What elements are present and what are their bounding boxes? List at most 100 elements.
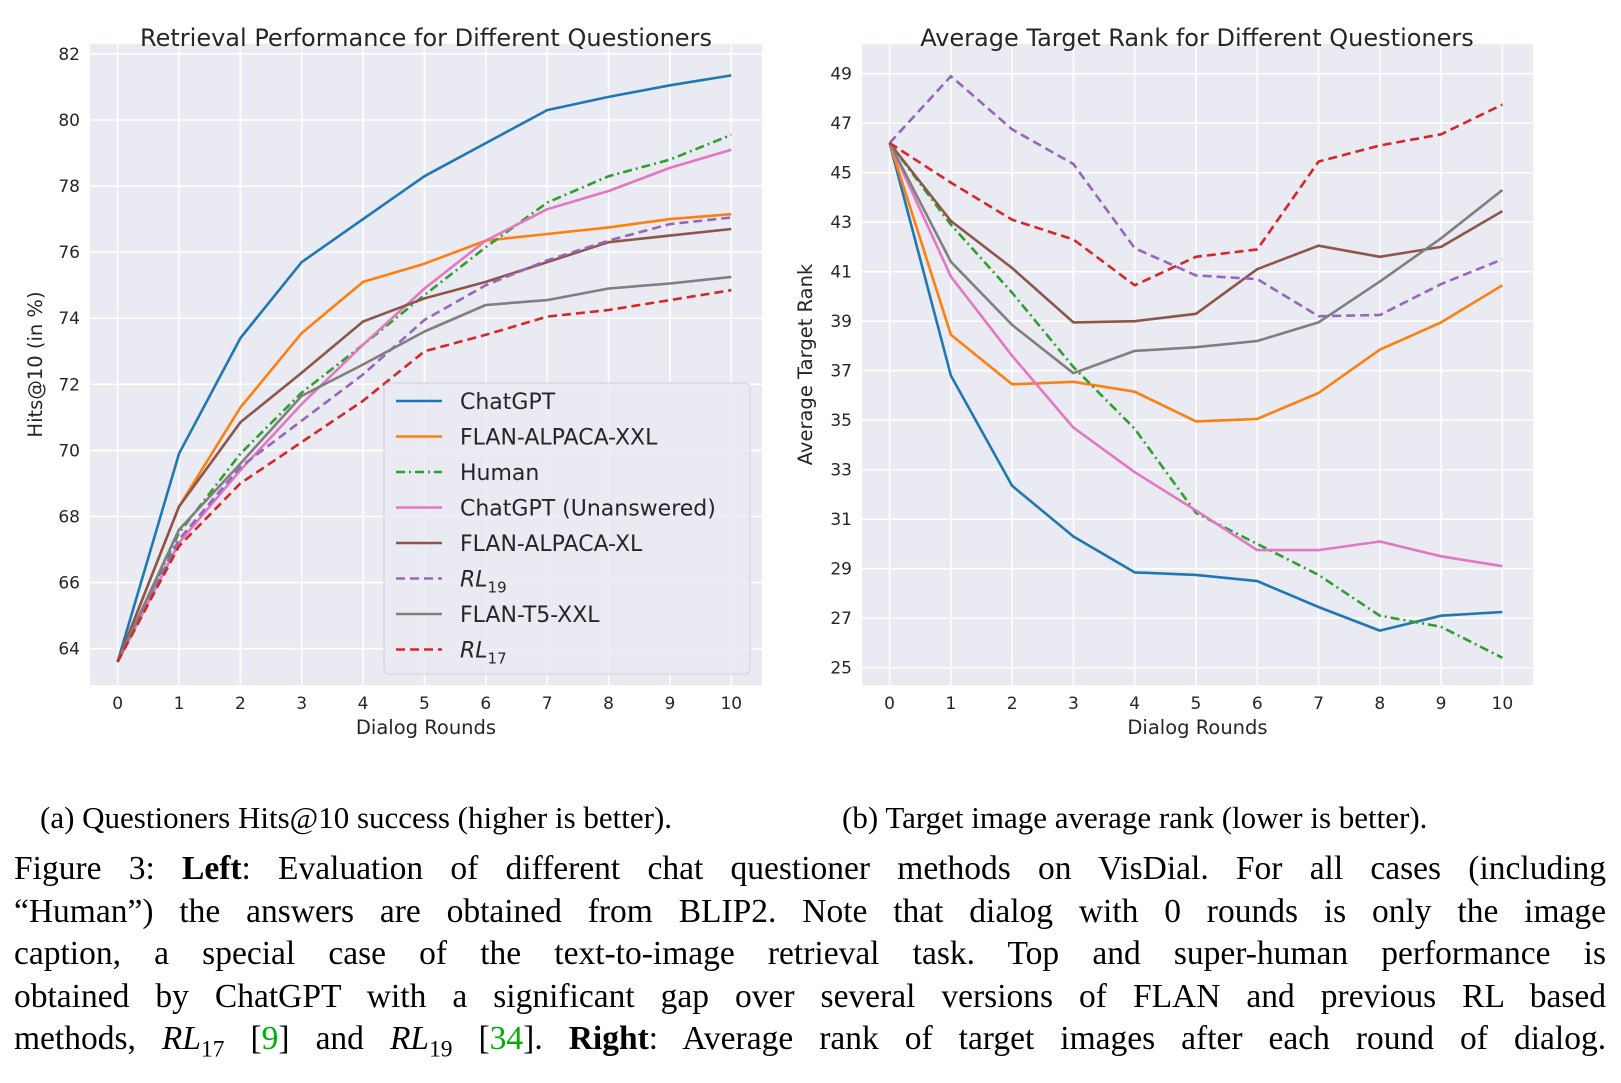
series-line-chatgpt-unanswered-: [888, 142, 1503, 568]
chart-title: Retrieval Performance for Different Ques…: [140, 24, 712, 52]
figure-charts: 0 1 2 3 4 5 6 7 8 9 1064666870727476788082Retrieva…: [24, 24, 1533, 739]
y-tick-label: 78: [58, 177, 80, 197]
subcaption-b: (b) Target image average rank (lower is …: [842, 800, 1428, 835]
x-tick-label: 5: [419, 694, 430, 714]
legend-box: [383, 382, 751, 675]
caption-text-4: obtained by ChatGPT with a significant g…: [14, 977, 1606, 1015]
subcaption-a: (a) Questioners Hits@10 success (higher …: [40, 800, 673, 835]
y-tick-label: 80: [58, 111, 80, 131]
series-line-chatgpt: [888, 142, 1503, 632]
series-line-rl19: [888, 74, 1503, 318]
legend-entry: FLAN-ALPACA-XXL: [460, 426, 658, 451]
y-axis-label: Hits@10 (in %): [24, 291, 47, 437]
y-tick-label: 45: [830, 164, 852, 184]
y-tick-label: 37: [830, 362, 852, 382]
x-tick-label: 4: [358, 694, 369, 714]
series-line-chatgpt: [116, 74, 732, 663]
caption-line-2: “Human”) the answers are obtained from B…: [14, 891, 1606, 934]
x-axis-label: Dialog Rounds: [356, 716, 496, 739]
series-line-flan-alpaca-xxl: [116, 212, 732, 663]
y-tick-label: 72: [58, 375, 80, 395]
figure-caption: Figure 3: Left: Evaluation of different …: [14, 848, 1606, 1071]
y-tick-label: 76: [58, 243, 80, 263]
series-line-flan-alpaca-xl: [116, 227, 732, 663]
series-line-rl17: [888, 103, 1503, 287]
legend-entry: Human: [460, 461, 539, 486]
rl17-math: RL17: [161, 1020, 225, 1063]
legend-entry: RL17: [460, 639, 507, 668]
caption-text-5a: methods,: [14, 1020, 136, 1057]
caption-line-4: obtained by ChatGPT with a significant g…: [14, 976, 1606, 1019]
y-tick-label: 64: [58, 640, 80, 660]
chart-title: Average Target Rank for Different Questi…: [920, 24, 1474, 52]
caption-line-3: caption, a special case of the text-to-i…: [14, 933, 1606, 976]
y-tick-label: 41: [830, 263, 852, 283]
caption-text-3: caption, a special case of the text-to-i…: [14, 935, 1606, 972]
series-line-flan-t5-xxl: [888, 142, 1504, 375]
x-tick-label: 7: [542, 694, 553, 714]
x-tick-label: 2: [235, 694, 246, 714]
rl19-math: RL19: [389, 1020, 453, 1063]
y-tick-label: 47: [830, 114, 852, 134]
y-tick-label: 31: [830, 510, 852, 530]
x-tick-label: 7: [1313, 694, 1324, 714]
y-tick-label: 74: [58, 309, 80, 329]
plot-area: [862, 44, 1533, 685]
caption-text-5b: and: [315, 1020, 364, 1057]
y-tick-label: 66: [58, 574, 80, 594]
y-tick-label: 68: [58, 507, 80, 527]
x-tick-label: 3: [296, 694, 307, 714]
caption-line-1: Figure 3: Left: Evaluation of different …: [14, 848, 1606, 891]
x-tick-label: 3: [1068, 694, 1079, 714]
series-line-human: [116, 133, 732, 663]
y-axis-label: Average Target Rank: [794, 263, 817, 465]
series-line-human: [888, 142, 1503, 659]
legend-entry: RL19: [460, 568, 507, 597]
y-tick-label: 43: [830, 213, 852, 233]
x-tick-label: 8: [1374, 694, 1385, 714]
x-tick-label: 5: [1191, 694, 1202, 714]
caption-line-5: methods, RL17 [9] and RL19 [34]. Right: …: [14, 1020, 1607, 1063]
y-tick-label: 25: [830, 659, 852, 679]
caption-text-5c: : Average rank of target images after ea…: [648, 1020, 1607, 1057]
figure-label: Figure 3:: [14, 850, 155, 887]
x-tick-label: 10: [720, 694, 742, 714]
citation-link-9[interactable]: 9: [261, 1020, 279, 1057]
caption-right-bold: Right: [568, 1020, 649, 1057]
x-tick-label: 1: [174, 694, 185, 714]
legend-entry: FLAN-ALPACA-XL: [460, 532, 643, 557]
series-line-rl17: [116, 288, 732, 663]
y-tick-label: 33: [830, 461, 852, 481]
x-tick-label: 10: [1492, 694, 1514, 714]
x-tick-label: 1: [945, 694, 956, 714]
caption-text-2: “Human”) the answers are obtained from B…: [14, 892, 1606, 930]
x-tick-label: 2: [1007, 694, 1018, 714]
y-tick-label: 49: [830, 65, 852, 85]
series-line-flan-t5-xxl: [116, 275, 732, 663]
x-tick-label: 9: [1436, 694, 1447, 714]
x-tick-label: 9: [665, 694, 676, 714]
y-tick-label: 39: [830, 312, 852, 332]
x-tick-label: 6: [1252, 694, 1263, 714]
x-tick-label: 6: [480, 694, 491, 714]
y-tick-label: 29: [830, 560, 852, 580]
y-tick-label: 82: [58, 45, 80, 65]
caption-left-bold: Left: [181, 850, 242, 887]
chart-panel-1: 0 1 2 3 4 5 6 7 8 9 1064666870727476788082Retrieva…: [24, 24, 762, 739]
legend-entry: FLAN-T5-XXL: [460, 603, 600, 628]
y-tick-label: 35: [830, 411, 852, 431]
y-tick-label: 27: [830, 609, 852, 629]
x-tick-label: 0: [884, 694, 895, 714]
legend-entry: ChatGPT: [460, 390, 556, 415]
x-tick-label: 4: [1129, 694, 1140, 714]
x-tick-label: 0: [112, 694, 123, 714]
series-line-rl19: [116, 216, 732, 663]
series-line-flan-alpaca-xxl: [888, 142, 1504, 423]
y-tick-label: 70: [58, 441, 80, 461]
series-line-chatgpt-unanswered-: [116, 148, 732, 663]
citation-link-34[interactable]: 34: [489, 1020, 524, 1057]
legend-entry: ChatGPT (Unanswered): [460, 497, 716, 522]
chart-panel-2: 0 1 2 3 4 5 6 7 8 9 1025272931333537394143454749Av…: [794, 24, 1533, 739]
x-axis-label: Dialog Rounds: [1127, 716, 1267, 739]
legend: ChatGPT FLAN-ALPACA-XXL Human ChatGPT (Unan…: [383, 382, 751, 675]
